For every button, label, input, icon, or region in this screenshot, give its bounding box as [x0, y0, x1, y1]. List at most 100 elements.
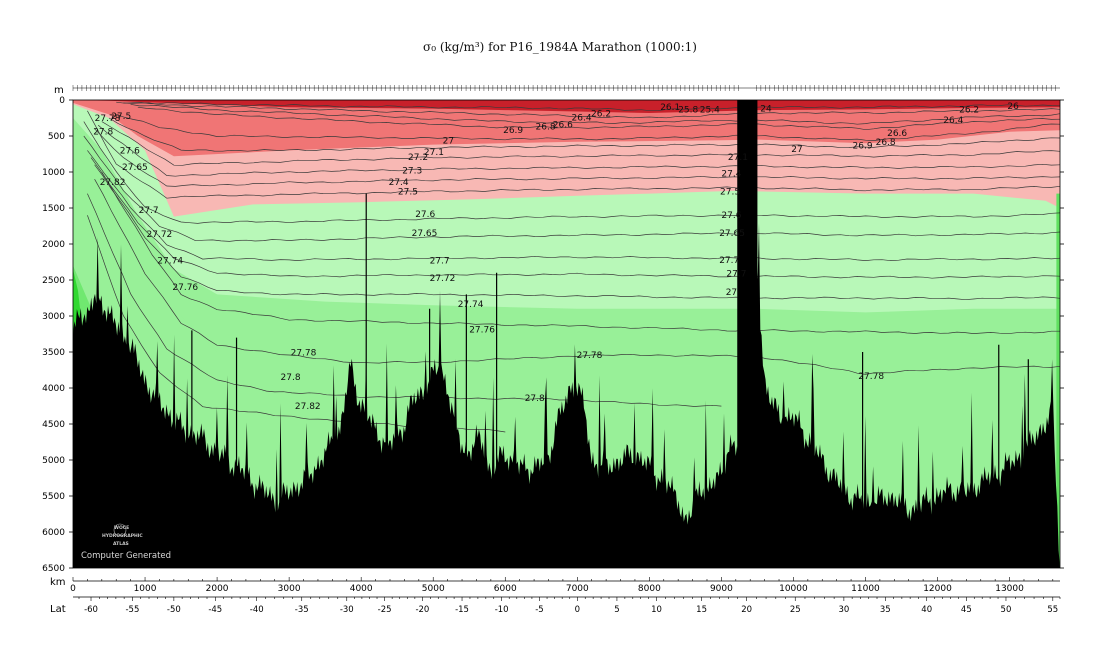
isopycnal-27-65 [83, 135, 1060, 242]
contour-label: 27.78 [858, 372, 884, 382]
contour-label: 27.82 [295, 402, 321, 412]
contour-label: 26.9 [853, 141, 873, 151]
depth-tick-label: 5500 [42, 492, 65, 502]
depth-tick-label: 6500 [42, 564, 65, 574]
lat-tick-label: -20 [415, 605, 429, 615]
isopycnal-27-7 [87, 150, 1060, 261]
contour-label: 26.1 [660, 103, 680, 113]
depth-axis: 0 500 1000 1500 2000 2500 3000 3500 4000 4500 5000… [42, 96, 1064, 574]
lat-tick-label: 40 [921, 605, 932, 615]
contour-label: 27.78 [291, 349, 317, 359]
contour-label: 27.1 [424, 148, 444, 158]
logo-word-woce: WOCE [114, 525, 129, 531]
contour-label: 27.8 [525, 394, 545, 404]
contour-label: 27 [791, 145, 802, 155]
contour-label: 27.8 [93, 128, 113, 138]
isopycnal-27-74 [94, 164, 1060, 301]
lat-tick-label: -55 [125, 605, 139, 615]
isopycnal-27-1 [108, 117, 1060, 152]
km-tick-label: 6000 [494, 584, 517, 594]
isopycnal-27-2 [101, 121, 1060, 166]
contour-label: 26.2 [591, 110, 611, 120]
depth-tick-label: 500 [48, 132, 65, 142]
lat-tick-label: 50 [1001, 605, 1012, 615]
isopycnal-27-6 [83, 121, 1060, 224]
contour-label: 27.74 [458, 300, 484, 310]
contour-label: 26.4 [943, 116, 963, 126]
depth-tick-label: 2500 [42, 276, 65, 286]
depth-tick-label: 2000 [42, 240, 65, 250]
km-tick-label: 0 [70, 584, 76, 594]
chart-title: σ₀ (kg/m³) for P16_1984A Marathon (1000:… [423, 40, 697, 54]
contour-label: 27.6 [721, 211, 741, 221]
lat-tick-label: 5 [614, 605, 619, 615]
contour-label: 27.5 [720, 187, 740, 197]
isopycnal-26-6 [130, 103, 1060, 125]
lat-tick-label: 10 [651, 605, 662, 615]
contour-label: 26.2 [959, 105, 979, 115]
lat-tick-label: -5 [535, 605, 543, 615]
contour-label: 27.65 [122, 163, 148, 173]
isopycnal-27-78 [94, 179, 1060, 375]
depth-tick-label: 3500 [42, 348, 65, 358]
contour-label: 27.65 [412, 229, 438, 239]
depth-tick-label: 4000 [42, 384, 65, 394]
lat-tick-label: 30 [838, 605, 849, 615]
contour-label: 27 [726, 288, 737, 298]
isopycnal-26-4 [123, 102, 1060, 119]
contour-label: 27.76 [469, 326, 495, 336]
computer-generated-note: Computer Generated [81, 551, 171, 561]
contour-label: 27.5 [111, 112, 131, 122]
lat-tick-label: -50 [167, 605, 181, 615]
contour-label: 27.6 [120, 146, 140, 156]
km-tick-label: 2000 [206, 584, 229, 594]
isopycnal-27-4 [94, 128, 1060, 187]
logo-word-hydrographic: HYDROGRAPHIC [102, 533, 143, 539]
lat-tick-label: -25 [378, 605, 392, 615]
density-zone-0 [73, 100, 1060, 113]
depth-tick-label: 0 [59, 96, 65, 106]
isopycnals-group [83, 101, 1060, 433]
lat-axis-label: Lat [50, 604, 66, 615]
zone-right-strip [1056, 193, 1060, 568]
km-tick-label: 8000 [638, 584, 661, 594]
contour-label: 25.8 [678, 105, 698, 115]
lat-tick-label: -15 [455, 605, 469, 615]
contour-label: 25.4 [700, 105, 720, 115]
depth-tick-label: 3000 [42, 312, 65, 322]
lat-tick-label: -45 [208, 605, 222, 615]
contour-label: 26.8 [536, 123, 556, 133]
contour-label: 27.78 [577, 351, 603, 361]
contour-label: 26.6 [553, 121, 573, 131]
woce-logo: WOCE HYDROGRAPHIC ATLAS [102, 523, 143, 547]
isopycnal-27-5 [87, 110, 1060, 199]
contour-label: 24 [760, 105, 772, 115]
km-tick-label: 5000 [422, 584, 445, 594]
lat-tick-label: 35 [880, 605, 891, 615]
contour-label: 27.4 [721, 169, 741, 179]
contour-label: 27 [443, 136, 454, 146]
bathymetry-group [73, 100, 1060, 568]
contour-label: 27.4 [389, 178, 409, 188]
km-tick-label: 4000 [350, 584, 373, 594]
lat-tick-label: -10 [495, 605, 509, 615]
km-tick-label: 11000 [851, 584, 880, 594]
lat-tick-label: 0 [575, 605, 580, 615]
depth-tick-label: 1000 [42, 168, 65, 178]
km-tick-label: 10000 [779, 584, 808, 594]
lat-tick-label: -35 [295, 605, 309, 615]
isopycnal-27 [116, 114, 1060, 141]
contour-label: 27 [1060, 172, 1071, 182]
contour-label: 27.74 [157, 257, 183, 267]
contour-label: 27.1 [728, 153, 748, 163]
km-tick-label: 7000 [566, 584, 589, 594]
isopycnal-26-8 [137, 106, 1060, 131]
lat-tick-label: -40 [250, 605, 264, 615]
km-axis-label: km [50, 577, 66, 588]
contour-label: 27.65 [719, 229, 745, 239]
contour-label: 26.9 [503, 126, 523, 136]
km-tick-label: 12000 [923, 584, 952, 594]
depth-tick-label: 1500 [42, 204, 65, 214]
contour-label: 27.7 [139, 206, 159, 216]
gap-wall [737, 100, 758, 568]
